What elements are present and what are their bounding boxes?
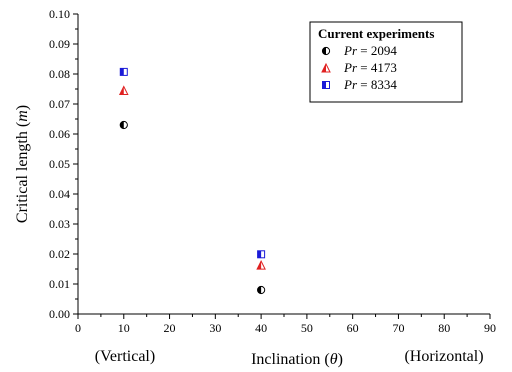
y-tick-label: 0.10 [49,7,70,21]
y-tick-label: 0.08 [49,67,70,81]
legend-marker-3 [322,81,330,89]
x-tick-label: 60 [347,321,359,335]
data-point-series-3-1 [119,67,128,76]
x-tick-label: 40 [255,321,267,335]
y-tick-label: 0.02 [49,247,70,261]
data-point-series-2-2 [256,259,266,270]
y-tick-label: 0.01 [49,277,70,291]
data-point-series-3-2 [257,250,266,259]
y-tick-label: 0.04 [49,187,70,201]
legend-label-2: Pr = 4173 [343,60,397,75]
x-axis-annotation-vertical: (Vertical) [95,348,155,365]
legend-item-1: Pr = 2094 [321,43,397,58]
legend-marker-1 [321,46,331,56]
x-axis-title: Inclination (θ) [251,351,343,368]
tick-labels: 0 10 20 30 40 50 60 70 80 90 0.00 0.01 0.02 0.03 0.04 0… [49,7,496,335]
y-tick-label: 0.03 [49,217,70,231]
y-tick-label: 0.05 [49,157,70,171]
x-tick-label: 30 [209,321,221,335]
data-point-series-1-2 [257,285,266,295]
legend-label-3: Pr = 8334 [343,77,397,92]
y-tick-label: 0.06 [49,127,70,141]
legend-label-1: Pr = 2094 [343,43,397,58]
legend-box [309,21,463,103]
x-tick-label: 90 [484,321,496,335]
tick-marks [73,13,491,319]
data-point-series-1-1 [119,120,128,130]
y-tick-label: 0.07 [49,97,70,111]
x-axis-annotation-horizontal: (Horizontal) [404,348,483,365]
legend-item-2: Pr = 4173 [321,60,397,75]
legend-item-3: Pr = 8334 [322,77,397,92]
legend-items: Pr = 2094 Pr = 4173 Pr = 8334 [321,43,397,92]
y-tick-label: 0.09 [49,37,70,51]
data-points [118,67,266,295]
x-tick-label: 20 [164,321,176,335]
data-point-series-2-1 [118,85,129,95]
x-tick-label: 70 [392,321,404,335]
x-tick-label: 80 [438,321,450,335]
x-tick-label: 50 [301,321,313,335]
x-tick-label: 0 [75,321,81,335]
y-tick-label: 0.00 [49,307,70,321]
x-tick-label: 10 [118,321,130,335]
y-axis-title: Critical length (m) [14,105,31,223]
legend-title: Current experiments [318,26,434,41]
legend-marker-2 [321,62,331,73]
